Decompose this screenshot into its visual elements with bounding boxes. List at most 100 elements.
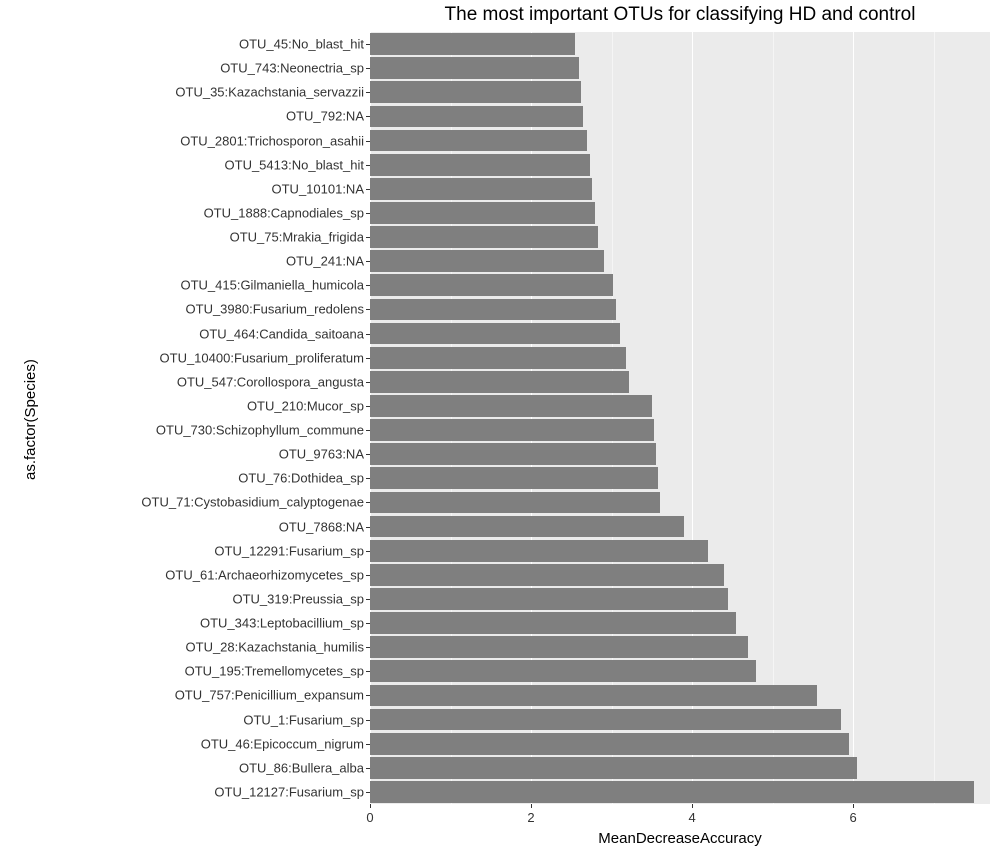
ytick-label: OTU_730:Schizophyllum_commune (156, 423, 370, 438)
ytick-mark (366, 647, 370, 648)
ytick-label: OTU_61:Archaeorhizomycetes_sp (165, 567, 370, 582)
ytick-label: OTU_86:Bullera_alba (239, 760, 370, 775)
ytick-label: OTU_3980:Fusarium_redolens (186, 302, 370, 317)
ytick-mark (366, 695, 370, 696)
ytick-label: OTU_12291:Fusarium_sp (214, 543, 370, 558)
ytick-label: OTU_792:NA (286, 109, 370, 124)
ytick-label: OTU_195:Tremellomycetes_sp (185, 664, 370, 679)
bar (370, 226, 598, 248)
bar (370, 33, 575, 55)
bar (370, 636, 748, 658)
ytick-mark (366, 141, 370, 142)
ytick-mark (366, 671, 370, 672)
bar (370, 154, 590, 176)
bar (370, 323, 620, 345)
ytick-label: OTU_1:Fusarium_sp (243, 712, 370, 727)
ytick-label: OTU_757:Penicillium_expansum (175, 688, 370, 703)
ytick-mark (366, 165, 370, 166)
ytick-mark (366, 551, 370, 552)
ytick-mark (366, 382, 370, 383)
xtick-label: 2 (527, 804, 534, 825)
ytick-mark (366, 527, 370, 528)
ytick-mark (366, 478, 370, 479)
ytick-mark (366, 68, 370, 69)
bar (370, 467, 658, 489)
ytick-label: OTU_241:NA (286, 254, 370, 269)
chart-container: The most important OTUs for classifying … (0, 0, 1000, 854)
bar (370, 685, 817, 707)
ytick-label: OTU_71:Cystobasidium_calyptogenae (141, 495, 370, 510)
ytick-label: OTU_743:Neonectria_sp (220, 61, 370, 76)
ytick-mark (366, 116, 370, 117)
bar (370, 81, 581, 103)
ytick-label: OTU_9763:NA (279, 447, 370, 462)
ytick-mark (366, 454, 370, 455)
ytick-label: OTU_10101:NA (272, 181, 371, 196)
bar (370, 202, 595, 224)
bar (370, 57, 579, 79)
ytick-label: OTU_28:Kazachstania_humilis (186, 640, 370, 655)
ytick-label: OTU_45:No_blast_hit (239, 37, 370, 52)
bar (370, 540, 708, 562)
bar (370, 274, 613, 296)
bar (370, 106, 583, 128)
bar (370, 660, 756, 682)
bar (370, 130, 587, 152)
bar (370, 709, 841, 731)
ytick-mark (366, 792, 370, 793)
ytick-mark (366, 502, 370, 503)
x-axis-label: MeanDecreaseAccuracy (370, 830, 990, 847)
ytick-mark (366, 285, 370, 286)
ytick-label: OTU_12127:Fusarium_sp (214, 784, 370, 799)
ytick-label: OTU_75:Mrakia_frigida (230, 230, 370, 245)
bar (370, 781, 974, 803)
bar (370, 395, 652, 417)
ytick-label: OTU_2801:Trichosporon_asahii (180, 133, 370, 148)
bar (370, 588, 728, 610)
xtick-label: 4 (688, 804, 695, 825)
ytick-label: OTU_5413:No_blast_hit (225, 157, 370, 172)
ytick-mark (366, 623, 370, 624)
bar (370, 516, 684, 538)
ytick-label: OTU_76:Dothidea_sp (238, 471, 370, 486)
ytick-label: OTU_547:Corollospora_angusta (177, 374, 370, 389)
chart-title: The most important OTUs for classifying … (370, 4, 990, 26)
bar (370, 564, 724, 586)
ytick-mark (366, 430, 370, 431)
bar (370, 371, 629, 393)
ytick-mark (366, 720, 370, 721)
ytick-mark (366, 237, 370, 238)
ytick-mark (366, 213, 370, 214)
plot-area: 0246OTU_45:No_blast_hitOTU_743:Neonectri… (370, 32, 990, 804)
gridline-minor (934, 32, 935, 804)
ytick-label: OTU_46:Epicoccum_nigrum (201, 736, 370, 751)
ytick-mark (366, 406, 370, 407)
bar (370, 419, 654, 441)
ytick-label: OTU_10400:Fusarium_proliferatum (160, 350, 370, 365)
bar (370, 178, 592, 200)
ytick-mark (366, 189, 370, 190)
bar (370, 347, 626, 369)
y-axis-label: as.factor(Species) (22, 359, 39, 480)
ytick-mark (366, 744, 370, 745)
bar (370, 733, 849, 755)
ytick-label: OTU_1888:Capnodiales_sp (204, 205, 370, 220)
bar (370, 757, 857, 779)
gridline-major (853, 32, 854, 804)
ytick-mark (366, 334, 370, 335)
bar (370, 250, 604, 272)
ytick-label: OTU_319:Preussia_sp (232, 591, 370, 606)
ytick-mark (366, 358, 370, 359)
ytick-mark (366, 599, 370, 600)
bar (370, 492, 660, 514)
ytick-mark (366, 768, 370, 769)
bar (370, 443, 656, 465)
ytick-mark (366, 261, 370, 262)
ytick-label: OTU_7868:NA (279, 519, 370, 534)
bar (370, 299, 616, 321)
ytick-mark (366, 92, 370, 93)
ytick-label: OTU_415:Gilmaniella_humicola (180, 278, 370, 293)
ytick-mark (366, 44, 370, 45)
xtick-label: 6 (849, 804, 856, 825)
bar (370, 612, 736, 634)
